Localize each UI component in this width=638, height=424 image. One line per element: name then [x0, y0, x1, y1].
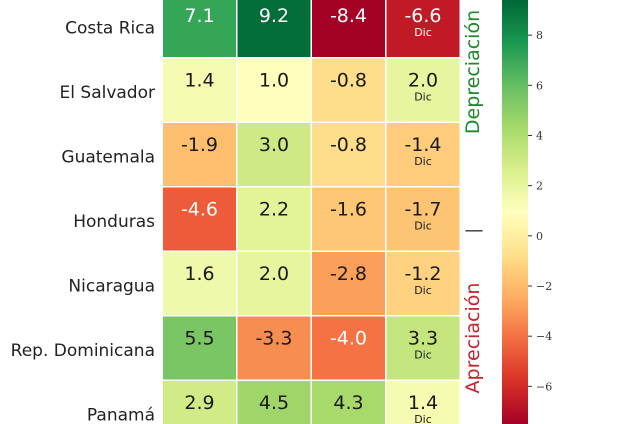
heatmap-cell	[163, 316, 236, 380]
heatmap-cell	[163, 0, 236, 57]
cell-value-label: -3.3	[255, 328, 292, 350]
colorbar-tick-label: −2	[536, 280, 552, 293]
row-label: Honduras	[73, 212, 155, 232]
cell-note-label: Dic	[414, 349, 432, 362]
row-label: Guatemala	[61, 147, 155, 167]
heatmap-cell	[386, 252, 460, 315]
cell-note-label: Dic	[414, 413, 432, 424]
divider-dash: —	[465, 219, 484, 241]
colorbar-tick-label: −6	[536, 380, 552, 393]
colorbar-tick-label: 6	[536, 79, 543, 92]
cell-value-label: 2.0	[259, 263, 289, 285]
heatmap-cell	[237, 252, 311, 315]
cell-value-label: -0.8	[330, 134, 367, 156]
row-label: El Salvador	[60, 83, 155, 103]
cell-value-label: -1.2	[404, 263, 441, 285]
colorbar-tick-label: 0	[536, 230, 543, 243]
heatmap-cell	[163, 58, 236, 122]
cell-value-label: 4.3	[333, 392, 363, 414]
cell-value-label: 2.0	[408, 70, 438, 92]
heatmap-cell	[312, 252, 385, 315]
colorbar-tick-label: 8	[536, 29, 543, 42]
cell-note-label: Dic	[414, 284, 432, 297]
heatmap-cell	[237, 0, 311, 57]
heatmap-cell	[386, 187, 460, 251]
cell-note-label: Dic	[414, 155, 432, 168]
colorbar-tick-label: 2	[536, 180, 543, 193]
row-labels: Costa Rica El Salvador Guatemala Honduras Ni…	[11, 18, 155, 424]
heatmap-cell	[312, 381, 385, 424]
row-label: Rep. Dominicana	[11, 341, 155, 361]
heatmap-cell	[163, 123, 236, 186]
heatmap-cell	[312, 123, 385, 186]
heatmap-cell	[237, 381, 311, 424]
cell-value-label: 1.4	[184, 70, 214, 92]
colorbar-gradient	[502, 0, 528, 424]
row-label: Panamá	[87, 405, 155, 424]
heatmap-cell	[386, 381, 460, 424]
cell-value-label: -0.8	[330, 70, 367, 92]
heatmap-cell	[237, 187, 311, 251]
cell-note-label: Dic	[414, 26, 432, 39]
colorbar-tick-label: −4	[536, 330, 552, 343]
cell-value-label: 3.3	[408, 328, 438, 350]
heatmap-cell	[312, 0, 385, 57]
cell-value-label: -2.8	[330, 263, 367, 285]
side-annotations: Depreciación — Apreciación	[462, 10, 484, 394]
cell-value-label: 9.2	[259, 5, 289, 27]
cell-value-label: -4.6	[181, 199, 218, 221]
heatmap-cell	[386, 0, 460, 57]
heatmap-cell	[312, 58, 385, 122]
cell-value-label: -1.9	[181, 134, 218, 156]
row-label: Nicaragua	[68, 276, 155, 296]
cell-note-label: Dic	[414, 220, 432, 233]
heatmap-cell	[163, 252, 236, 315]
depreciation-label: Depreciación	[462, 10, 484, 134]
cell-note-label: Dic	[414, 91, 432, 104]
colorbar-tick-label: 4	[536, 129, 543, 142]
heatmap-cell	[386, 58, 460, 122]
row-label: Costa Rica	[65, 18, 155, 38]
cell-value-label: 1.6	[184, 263, 214, 285]
heatmap-cell	[386, 123, 460, 186]
heatmap-cell	[237, 58, 311, 122]
cell-value-label: 7.1	[184, 5, 214, 27]
colorbar: 8 6 4 2 0 −2 −4 −6	[502, 0, 552, 424]
cell-value-label: -6.6	[404, 5, 441, 27]
cell-value-label: 5.5	[184, 328, 214, 350]
cell-value-label: 1.0	[259, 70, 289, 92]
heatmap-cell	[312, 316, 385, 380]
heatmap-cell	[237, 316, 311, 380]
cell-value-label: -4.0	[330, 328, 367, 350]
cell-value-label: 3.0	[259, 134, 289, 156]
cell-value-label: -8.4	[330, 5, 367, 27]
appreciation-label: Apreciación	[462, 283, 484, 394]
heatmap-cell	[237, 123, 311, 186]
heatmap-cell	[163, 381, 236, 424]
heatmap-cell	[312, 187, 385, 251]
cell-value-label: 2.9	[184, 392, 214, 414]
cell-value-label: 4.5	[259, 392, 289, 414]
cell-value-label: -1.4	[404, 134, 441, 156]
cell-value-label: 2.2	[259, 199, 289, 221]
cell-value-label: -1.6	[330, 199, 367, 221]
cell-value-label: 1.4	[408, 392, 438, 414]
heatmap-cell	[163, 187, 236, 251]
cell-value-label: -1.7	[404, 199, 441, 221]
heatmap-cell	[386, 316, 460, 380]
